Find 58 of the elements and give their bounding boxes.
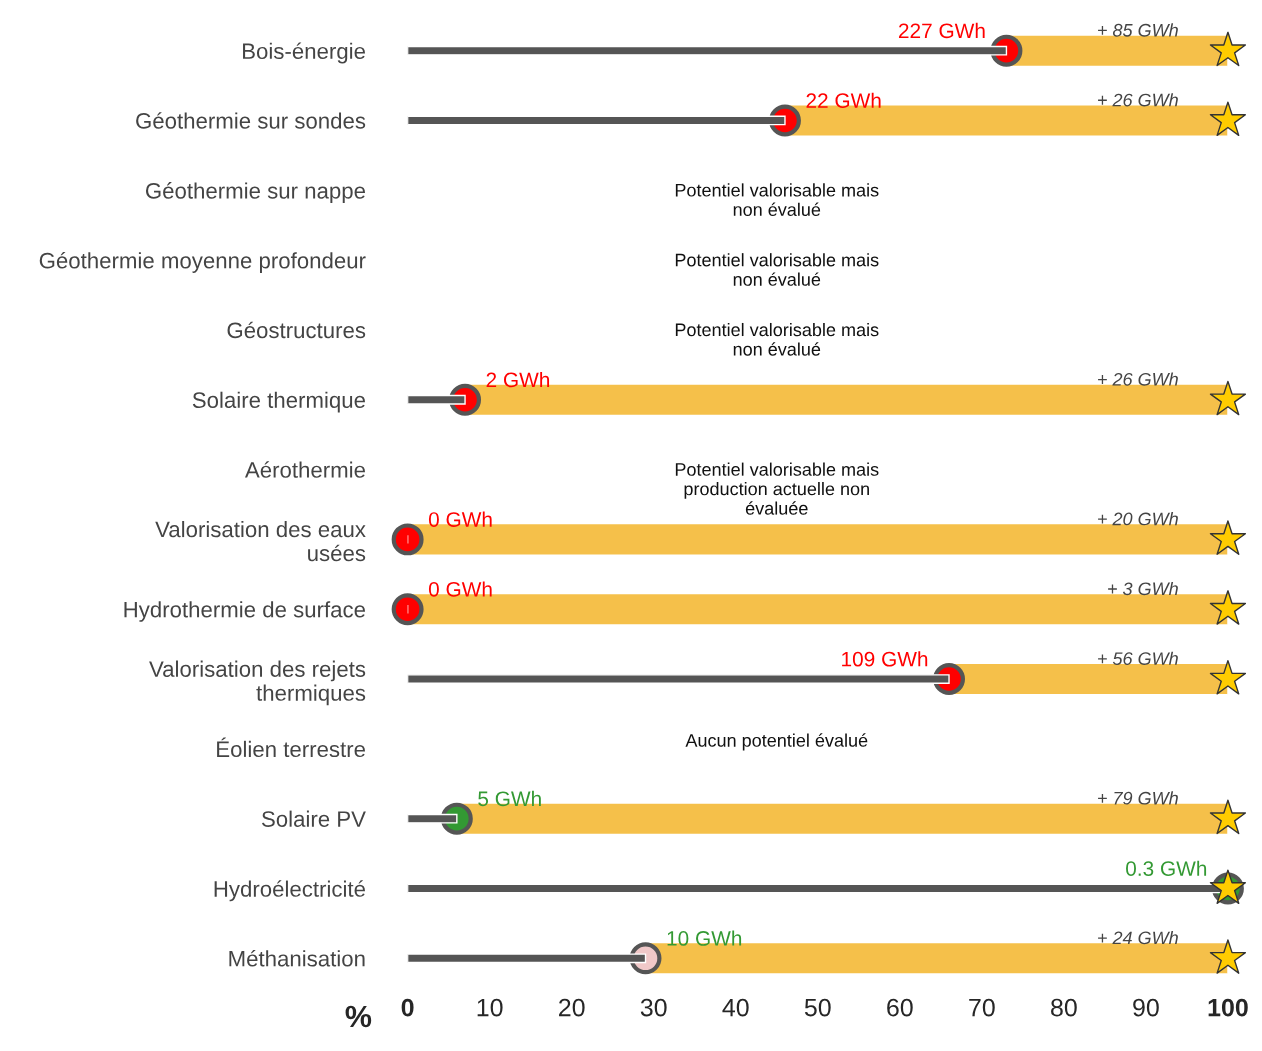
annotation: Potentiel valorisable mais non évalué: [675, 322, 879, 356]
point: [1209, 31, 1247, 67]
x-axis-title: %: [345, 1005, 372, 1028]
y-tick-label: Méthanisation: [229, 949, 365, 967]
x-tick-label: 10: [477, 998, 503, 1017]
annotation: + 20 GWh: [1098, 512, 1178, 526]
annotation: + 85 GWh: [1098, 23, 1178, 37]
annotation: 2 GWh: [486, 371, 550, 388]
annotation: + 26 GWh: [1098, 93, 1178, 107]
annotation: Aucun potentiel évalué: [685, 733, 868, 751]
y-tick-label: Éolien terrestre: [217, 737, 365, 758]
point: [1209, 590, 1247, 625]
y-tick-label: Bois-énergie: [243, 42, 365, 64]
x-tick-label: 50: [804, 998, 831, 1017]
annotation: 10 GWh: [667, 930, 742, 946]
point: [1209, 520, 1247, 555]
annotation: + 56 GWh: [1098, 651, 1178, 665]
annotation: Potentiel valorisable mais non évalué: [675, 183, 879, 217]
annotation: 22 GWh: [806, 92, 881, 108]
y-tick-label: Géothermie sur sondes: [136, 112, 366, 129]
point: [1209, 939, 1247, 974]
y-tick-label: Solaire PV: [261, 810, 366, 827]
annotation: 0 GWh: [428, 581, 492, 597]
x-tick-label: 0: [401, 998, 414, 1017]
y-tick-label: Aérothermie: [244, 461, 365, 478]
annotation: Potentiel valorisable mais production actuelle non évaluée: [675, 462, 879, 515]
annotation: + 3 GWh: [1108, 581, 1178, 596]
y-tick-label: Géostructures: [227, 321, 366, 339]
point: [1209, 101, 1247, 137]
annotation: 0 GWh: [428, 511, 492, 527]
annotation: 227 GWh: [898, 22, 985, 39]
x-tick-label: 80: [1051, 998, 1077, 1017]
annotation: 0.3 GWh: [1126, 860, 1207, 876]
annotation: 109 GWh: [842, 651, 928, 667]
y-tick-label: Hydroélectricité: [214, 880, 365, 902]
x-tick-label: 40: [722, 998, 749, 1017]
x-tick-label: 70: [969, 998, 995, 1017]
annotation: 5 GWh: [478, 790, 541, 807]
point: [1209, 380, 1247, 416]
annotation: Potentiel valorisable mais non évalué: [675, 253, 879, 286]
x-tick-label: 100: [1208, 998, 1248, 1017]
y-tick-label: Solaire thermique: [192, 391, 365, 413]
point: [1209, 799, 1247, 835]
y-tick-label: Valorisation des rejets thermiques: [149, 660, 366, 706]
x-tick-label: 60: [887, 998, 913, 1017]
point: [391, 593, 424, 626]
y-tick-label: Valorisation des eaux usées: [155, 520, 366, 562]
y-tick-label: Géothermie moyenne profondeur: [39, 251, 366, 273]
x-tick-label: 20: [559, 998, 585, 1017]
y-tick-label: Géothermie sur nappe: [145, 182, 365, 204]
annotation: + 24 GWh: [1098, 930, 1178, 945]
x-tick-label: 30: [640, 998, 667, 1017]
point: [391, 523, 424, 556]
y-tick-label: Hydrothermie de surface: [124, 601, 365, 622]
x-tick-label: 90: [1133, 998, 1159, 1017]
annotation: + 26 GWh: [1098, 372, 1178, 386]
annotation: + 79 GWh: [1098, 791, 1178, 805]
point: [1209, 659, 1247, 695]
